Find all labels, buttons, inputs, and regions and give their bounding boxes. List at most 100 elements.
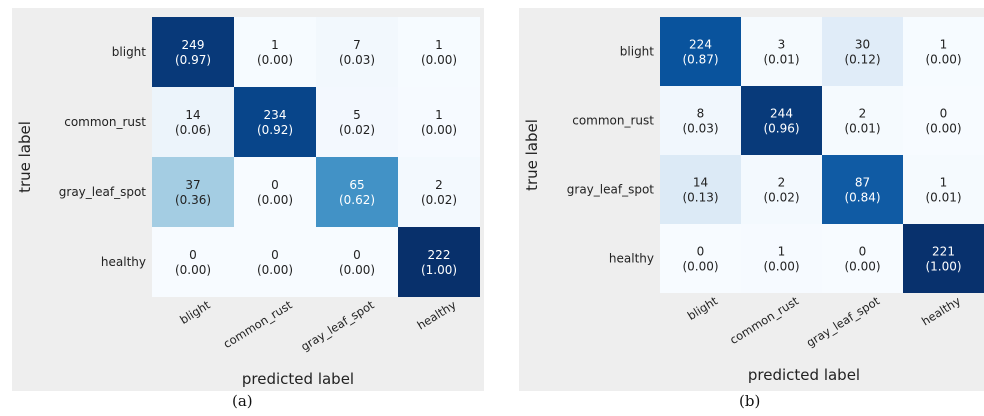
cell-count-a-r2-c0: 37	[185, 178, 200, 192]
cell-fraction-b-r1-c0: (0.03)	[682, 122, 718, 136]
cell-fraction-a-r0-c3: (0.00)	[421, 53, 457, 67]
cell-count-b-r3-c2: 0	[859, 245, 867, 259]
cell-fraction-a-r1-c2: (0.02)	[339, 123, 375, 137]
heatmap-cell-a-r1-c1	[234, 87, 316, 157]
heatmap-cell-a-r3-c3	[398, 227, 480, 297]
heatmap-cell-b-r1-c0	[660, 86, 741, 155]
cell-count-b-r1-c0: 8	[697, 107, 705, 121]
heatmap-cell-a-r0-c2	[316, 17, 398, 87]
heatmap-cell-b-r0-c2	[822, 17, 903, 86]
cell-fraction-a-r2-c3: (0.02)	[421, 193, 457, 207]
y-tick-label-b-common-rust: common_rust	[572, 114, 654, 128]
cell-count-a-r3-c0: 0	[189, 248, 197, 262]
cell-fraction-b-r2-c3: (0.01)	[925, 191, 961, 205]
confusion-matrix-b-svg: 224(0.87)3(0.01)30(0.12)1(0.00)8(0.03)24…	[523, 17, 984, 384]
heatmap-cell-b-r1-c3	[903, 86, 984, 155]
cell-fraction-a-r2-c2: (0.62)	[339, 193, 375, 207]
heatmap-cell-b-r2-c1	[741, 155, 822, 224]
cell-fraction-b-r0-c1: (0.01)	[763, 53, 799, 67]
cell-count-a-r3-c3: 222	[428, 248, 451, 262]
x-axis-label-a: predicted label	[242, 370, 354, 388]
y-tick-label-a-gray-leaf-spot: gray_leaf_spot	[59, 185, 147, 199]
cell-count-b-r3-c0: 0	[697, 245, 705, 259]
cell-fraction-a-r3-c2: (0.00)	[339, 263, 375, 277]
heatmap-cell-a-r2-c0	[152, 157, 234, 227]
cell-fraction-b-r0-c0: (0.87)	[682, 53, 718, 67]
cell-fraction-a-r1-c1: (0.92)	[257, 123, 293, 137]
cell-count-b-r0-c0: 224	[689, 38, 712, 52]
cell-fraction-b-r2-c1: (0.02)	[763, 191, 799, 205]
confusion-matrix-a-svg: 249(0.97)1(0.00)7(0.03)1(0.00)14(0.06)23…	[16, 17, 480, 388]
y-tick-label-a-common-rust: common_rust	[64, 115, 146, 129]
confusion-matrix-a: 249 (0.97) 1 (0.00) 7 (0.03) 1 (0.00) 14 (0.06) 23…	[12, 8, 484, 391]
cell-fraction-a-r2-c0: (0.36)	[175, 193, 211, 207]
y-tick-label-b-healthy: healthy	[609, 252, 654, 266]
cell-fraction-b-r0-c2: (0.12)	[844, 53, 880, 67]
cell-count-a-r3-c2: 0	[353, 248, 361, 262]
cell-count-a-r1-c0: 14	[185, 108, 200, 122]
heatmap-cell-b-r1-c1	[741, 86, 822, 155]
x-tick-label-a-blight: blight	[177, 297, 213, 327]
cell-fraction-a-r2-c1: (0.00)	[257, 193, 293, 207]
cell-count-a-r0-c1: 1	[271, 38, 279, 52]
cell-fraction-a-r3-c1: (0.00)	[257, 263, 293, 277]
cell-count-b-r0-c1: 3	[778, 38, 786, 52]
heatmap-cell-b-r3-c1	[741, 224, 822, 293]
cell-fraction-b-r1-c1: (0.96)	[763, 122, 799, 136]
cell-count-a-r1-c2: 5	[353, 108, 361, 122]
cell-count-b-r3-c1: 1	[778, 245, 786, 259]
confusion-matrix-b: 224 (0.87) 3 (0.01) 30 (0.12) 1 (0.00) 8 (0.03) 24…	[519, 8, 984, 391]
y-tick-label-a-blight: blight	[112, 45, 147, 59]
cell-count-b-r3-c3: 221	[932, 245, 955, 259]
heatmap-cell-a-r3-c0	[152, 227, 234, 297]
heatmap-cell-a-r2-c1	[234, 157, 316, 227]
cell-fraction-b-r0-c3: (0.00)	[925, 53, 961, 67]
cell-count-b-r1-c3: 0	[940, 107, 948, 121]
heatmap-cell-b-r3-c2	[822, 224, 903, 293]
cell-count-b-r0-c3: 1	[940, 38, 948, 52]
heatmap-cell-a-r0-c3	[398, 17, 480, 87]
x-tick-label-b-gray-leaf-spot: gray_leaf_spot	[804, 293, 883, 349]
y-axis-label-b: true label	[523, 119, 541, 191]
x-tick-label-a-common-rust: common_rust	[221, 297, 295, 351]
heatmap-cell-b-r3-c0	[660, 224, 741, 293]
y-axis-label-a: true label	[16, 121, 34, 193]
cell-count-a-r2-c1: 0	[271, 178, 279, 192]
cell-count-a-r0-c0: 249	[182, 38, 205, 52]
y-tick-label-b-blight: blight	[620, 45, 655, 59]
cell-count-b-r1-c1: 244	[770, 107, 793, 121]
heatmap-cell-a-r2-c2	[316, 157, 398, 227]
x-tick-label-b-common-rust: common_rust	[727, 293, 801, 347]
cell-fraction-b-r3-c3: (1.00)	[925, 260, 961, 274]
cell-fraction-b-r3-c0: (0.00)	[682, 260, 718, 274]
cell-fraction-b-r1-c3: (0.00)	[925, 122, 961, 136]
heatmap-cell-a-r0-c0	[152, 17, 234, 87]
cell-fraction-a-r0-c0: (0.97)	[175, 53, 211, 67]
cell-count-a-r1-c3: 1	[435, 108, 443, 122]
cell-fraction-a-r3-c0: (0.00)	[175, 263, 211, 277]
heatmap-cell-a-r2-c3	[398, 157, 480, 227]
x-tick-label-b-healthy: healthy	[919, 294, 963, 329]
cell-count-b-r2-c0: 14	[693, 176, 708, 190]
cell-fraction-b-r1-c2: (0.01)	[844, 122, 880, 136]
heatmap-cell-a-r3-c1	[234, 227, 316, 297]
y-tick-label-a-healthy: healthy	[101, 255, 146, 269]
heatmap-cell-a-r0-c1	[234, 17, 316, 87]
heatmap-cell-b-r3-c3	[903, 224, 984, 293]
heatmap-cell-a-r1-c0	[152, 87, 234, 157]
cell-fraction-b-r2-c2: (0.84)	[844, 191, 880, 205]
x-tick-label-b-blight: blight	[685, 293, 721, 323]
heatmap-cell-b-r2-c0	[660, 155, 741, 224]
cell-count-a-r2-c2: 65	[349, 178, 364, 192]
cell-count-b-r2-c1: 2	[778, 176, 786, 190]
cell-count-b-r0-c2: 30	[855, 38, 870, 52]
caption-a: (a)	[232, 392, 253, 410]
cell-count-b-r1-c2: 2	[859, 107, 867, 121]
heatmap-cell-a-r1-c3	[398, 87, 480, 157]
cell-count-b-r2-c3: 1	[940, 176, 948, 190]
cell-fraction-b-r3-c1: (0.00)	[763, 260, 799, 274]
heatmap-cell-a-r3-c2	[316, 227, 398, 297]
heatmap-cell-b-r2-c3	[903, 155, 984, 224]
cell-count-a-r0-c3: 1	[435, 38, 443, 52]
cell-fraction-a-r1-c0: (0.06)	[175, 123, 211, 137]
